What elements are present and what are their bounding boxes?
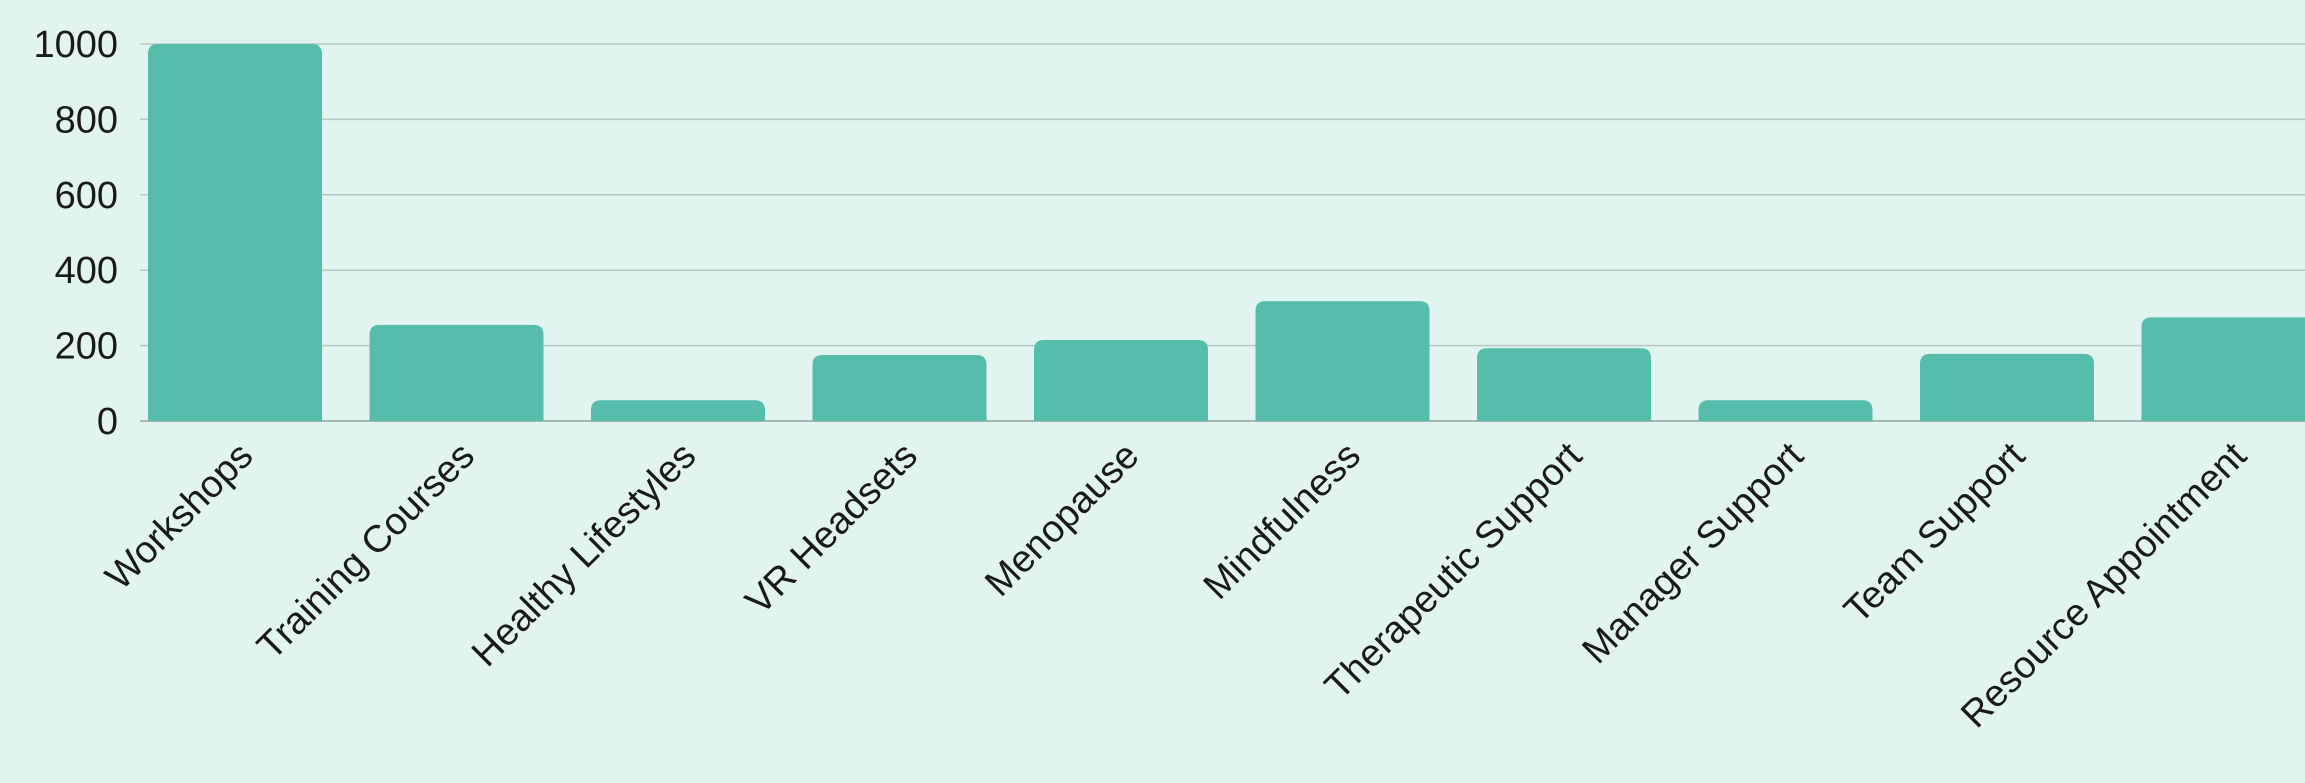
bars <box>148 44 2305 421</box>
bar-training-courses <box>370 325 544 421</box>
x-tick-label: Mindfulness <box>1196 435 1369 608</box>
bar-manager-support <box>1699 400 1873 421</box>
y-tick-label: 800 <box>55 99 118 141</box>
y-tick-label: 200 <box>55 326 118 368</box>
y-tick-label: 0 <box>97 401 118 443</box>
bar-therapeutic-support <box>1477 348 1651 421</box>
bar-team-support <box>1920 354 2094 421</box>
x-tick-label: Manager Support <box>1575 434 1813 672</box>
x-tick-label: Team Support <box>1836 434 2033 631</box>
x-tick-label: Therapeutic Support <box>1317 434 1590 707</box>
x-tick-label: Healthy Lifestyles <box>464 435 704 675</box>
bar-resource-appointment <box>2142 317 2305 421</box>
x-tick-label: Menopause <box>977 435 1147 605</box>
x-tick-label: VR Headsets <box>738 435 926 623</box>
y-tick-label: 600 <box>55 175 118 217</box>
bar-healthy-lifestyles <box>591 400 765 421</box>
x-tick-label: Training Courses <box>250 435 483 668</box>
y-tick-label: 400 <box>55 250 118 292</box>
bar-mindfulness <box>1256 301 1430 421</box>
bar-vr-headsets <box>813 355 987 421</box>
y-axis: 0 200 400 600 800 1000 <box>33 24 118 443</box>
bar-menopause <box>1034 340 1208 421</box>
y-tick-label: 1000 <box>33 24 118 66</box>
x-tick-label: Workshops <box>98 435 262 599</box>
bar-workshops <box>148 44 322 421</box>
